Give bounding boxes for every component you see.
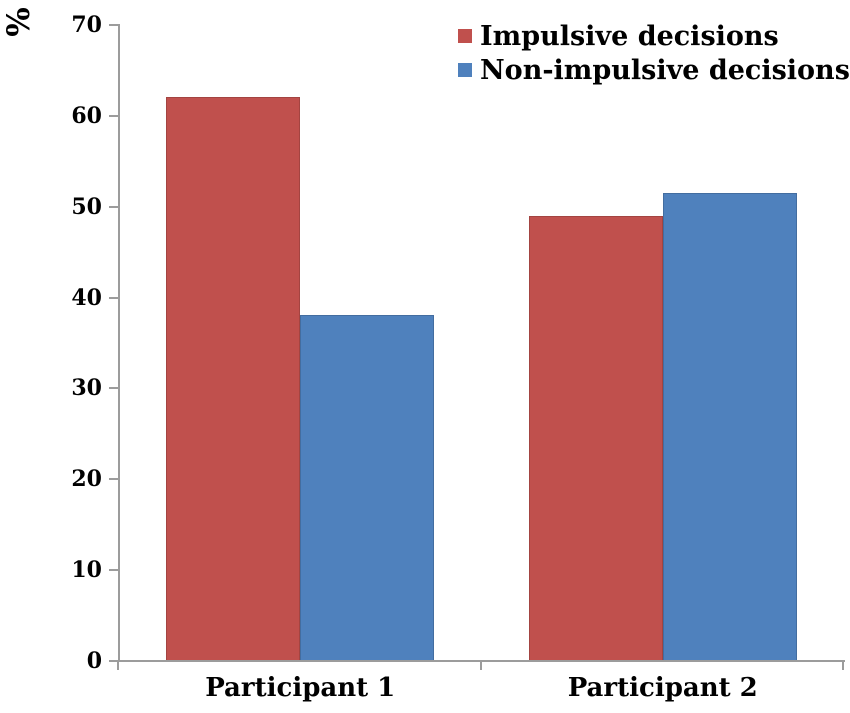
bar-non-impulsive-decisions-participant-1 (300, 314, 435, 661)
x-tick (842, 662, 844, 670)
legend-label: Impulsive decisions (480, 20, 779, 52)
y-tick-label: 0 (86, 648, 102, 674)
legend: Impulsive decisions Non-impulsive decisio… (458, 19, 850, 87)
y-axis-title: % (1, 7, 37, 37)
legend-item-non-impulsive-decisions: Non-impulsive decisions (458, 53, 850, 87)
y-tick-label: 30 (71, 375, 102, 402)
y-tick-label: 60 (71, 102, 102, 129)
y-tick (109, 296, 118, 299)
x-axis-line (118, 660, 845, 662)
bar-impulsive-decisions-participant-2 (528, 215, 663, 661)
y-tick (109, 660, 118, 662)
y-tick-label: 20 (71, 466, 102, 493)
y-tick (109, 478, 118, 481)
legend-label: Non-impulsive decisions (480, 54, 850, 86)
legend-marker-impulsive-decisions (458, 29, 472, 43)
y-tick (109, 114, 118, 117)
y-tick (109, 569, 118, 572)
y-tick-label: 40 (71, 284, 102, 311)
category-label-participant-2: Participant 2 (567, 673, 758, 703)
y-tick (109, 387, 118, 390)
x-tick (117, 662, 119, 670)
y-tick (109, 205, 118, 208)
legend-marker-non-impulsive-decisions (458, 63, 472, 77)
bar-impulsive-decisions-participant-1 (166, 96, 301, 661)
x-tick (479, 662, 482, 670)
y-tick (109, 24, 118, 26)
y-axis-line (118, 24, 120, 662)
legend-item-impulsive-decisions: Impulsive decisions (458, 19, 850, 53)
y-tick-label: 50 (71, 193, 102, 220)
bar-non-impulsive-decisions-participant-2 (662, 193, 797, 661)
y-tick-label: 70 (71, 12, 102, 38)
y-tick-label: 10 (71, 557, 102, 584)
category-label-participant-1: Participant 1 (205, 673, 396, 703)
